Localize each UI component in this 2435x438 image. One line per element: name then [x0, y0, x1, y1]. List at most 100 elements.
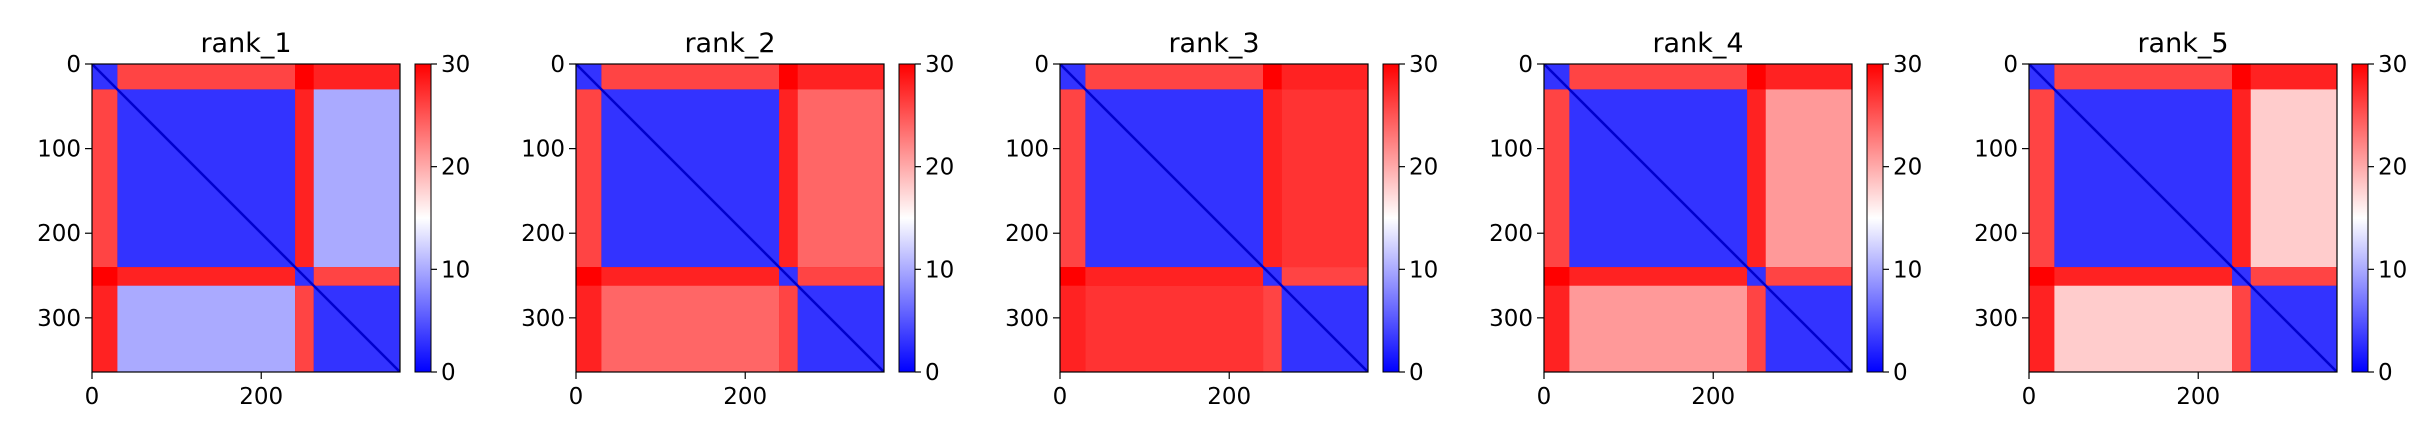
- heatmap-block: [313, 64, 400, 90]
- y-tick-label: 100: [37, 137, 81, 163]
- heatmap-block: [1544, 267, 1570, 286]
- colorbar-tick-label: 10: [2378, 257, 2407, 283]
- heatmap-block: [2232, 89, 2251, 268]
- colorbar-tick-label: 0: [925, 360, 940, 386]
- heatmap-block: [779, 64, 798, 90]
- heatmap-block: [295, 285, 314, 372]
- heatmap-block: [1747, 285, 1766, 372]
- heatmap: [92, 64, 400, 372]
- x-tick-label: 200: [239, 384, 283, 410]
- x-tick-label: 200: [1207, 384, 1251, 410]
- y-tick-label: 0: [1518, 52, 1533, 78]
- colorbar-tick-label: 30: [2378, 52, 2407, 78]
- colorbar-tick-label: 0: [1893, 360, 1908, 386]
- heatmap-diagonal: [2029, 64, 2337, 372]
- heatmap: [576, 64, 884, 372]
- colorbar: [898, 63, 916, 373]
- heatmap-block: [779, 285, 798, 372]
- colorbar-tick-label: 20: [441, 155, 470, 181]
- heatmap-block: [2029, 285, 2055, 372]
- panel-title: rank_1: [200, 28, 291, 59]
- heatmap-block: [117, 285, 296, 372]
- colorbar-tick-label: 30: [1409, 52, 1438, 78]
- heatmap-block: [1263, 89, 1282, 268]
- colorbar-tick-label: 0: [441, 360, 456, 386]
- colorbar-tick-label: 20: [1409, 155, 1438, 181]
- heatmap-block: [1765, 64, 1852, 90]
- heatmap-block: [1085, 64, 1264, 90]
- x-tick-label: 0: [569, 384, 584, 410]
- heatmap-block: [1747, 89, 1766, 268]
- x-tick-label: 0: [1537, 384, 1552, 410]
- y-tick-label: 200: [1974, 221, 2018, 247]
- x-tick-label: 200: [2176, 384, 2220, 410]
- panel-title: rank_5: [2137, 28, 2228, 59]
- y-tick-label: 300: [1489, 306, 1533, 332]
- y-tick-label: 100: [521, 137, 565, 163]
- y-tick-label: 0: [550, 52, 565, 78]
- heatmap-block: [1263, 285, 1282, 372]
- heatmap-block: [601, 64, 780, 90]
- heatmap-block: [2250, 267, 2337, 286]
- colorbar-tick-label: 10: [1893, 257, 1922, 283]
- heatmap-block: [92, 267, 118, 286]
- axes-frame: [2028, 63, 2338, 373]
- y-tick-label: 100: [1974, 137, 2018, 163]
- heatmap-block: [601, 267, 780, 286]
- heatmap-block: [2250, 89, 2337, 268]
- heatmap-block: [1747, 64, 1766, 90]
- heatmap-diagonal: [576, 64, 884, 372]
- heatmap-block: [1765, 89, 1852, 268]
- colorbar-tick-label: 30: [925, 52, 954, 78]
- y-tick-label: 200: [1005, 221, 1049, 247]
- axes-frame: [91, 63, 401, 373]
- y-tick-label: 300: [1974, 306, 2018, 332]
- heatmap-block: [1544, 285, 1570, 372]
- y-tick-label: 200: [1489, 221, 1533, 247]
- heatmap-block: [295, 64, 314, 90]
- heatmap-block: [1281, 267, 1368, 286]
- heatmap-block: [313, 89, 400, 268]
- colorbar-tick-label: 0: [1409, 360, 1424, 386]
- colorbar: [414, 63, 432, 373]
- colorbar-tick-label: 20: [2378, 155, 2407, 181]
- panel-title: rank_2: [684, 28, 775, 59]
- heatmap-block: [2029, 89, 2055, 268]
- x-tick-label: 200: [723, 384, 767, 410]
- heatmap-block: [576, 267, 602, 286]
- panel-3: rank_3 0 100 200 300 0 200 0 10 20 30: [1005, 28, 1438, 410]
- y-tick-label: 200: [521, 221, 565, 247]
- heatmap-block: [1281, 89, 1368, 268]
- heatmap-block: [92, 89, 118, 268]
- y-tick-label: 0: [1034, 52, 1049, 78]
- x-tick-label: 0: [2022, 384, 2037, 410]
- heatmap-block: [2250, 64, 2337, 90]
- heatmap-block: [1544, 89, 1570, 268]
- heatmap-block: [601, 285, 780, 372]
- heatmap-block: [2232, 64, 2251, 90]
- heatmap-block: [92, 285, 118, 372]
- heatmap: [1060, 64, 1368, 372]
- panel-5: rank_5 0 100 200 300 0 200 0 10 20 30: [1974, 28, 2407, 410]
- heatmap-block: [1085, 285, 1264, 372]
- y-tick-label: 300: [37, 306, 81, 332]
- heatmap-block: [797, 64, 884, 90]
- heatmap-block: [2054, 267, 2233, 286]
- axes-frame: [1059, 63, 1369, 373]
- heatmap-block: [1060, 267, 1086, 286]
- y-tick-label: 0: [2003, 52, 2018, 78]
- heatmap-block: [1263, 64, 1282, 90]
- heatmap-block: [1060, 285, 1086, 372]
- heatmap-block: [1569, 267, 1748, 286]
- y-tick-label: 300: [521, 306, 565, 332]
- heatmap-block: [117, 64, 296, 90]
- heatmap-diagonal: [92, 64, 400, 372]
- colorbar-tick-label: 0: [2378, 360, 2393, 386]
- y-tick-label: 300: [1005, 306, 1049, 332]
- axes-frame: [575, 63, 885, 373]
- x-tick-label: 0: [85, 384, 100, 410]
- panel-title: rank_4: [1652, 28, 1743, 59]
- heatmap: [1544, 64, 1852, 372]
- heatmap-block: [576, 89, 602, 268]
